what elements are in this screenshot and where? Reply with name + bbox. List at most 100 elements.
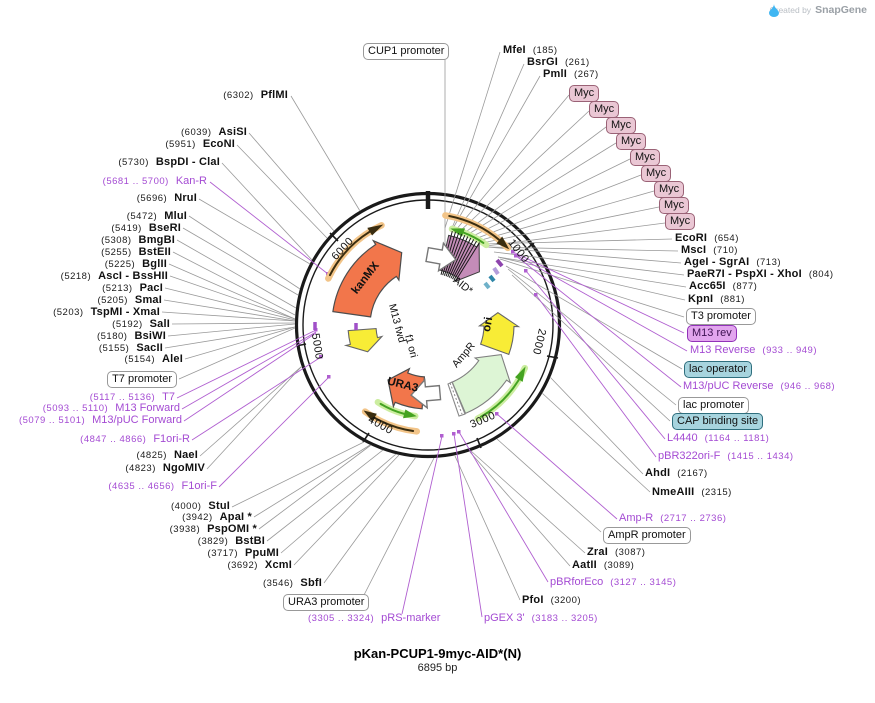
enzyme-label[interactable]: (4000) StuI	[170, 500, 230, 512]
enzyme-label[interactable]: BsrGI (261)	[527, 56, 590, 68]
enzyme-label[interactable]: EcoRI (654)	[675, 232, 739, 244]
enzyme-label[interactable]: PmlI (267)	[543, 68, 599, 80]
enzyme-label[interactable]: KpnI (881)	[688, 293, 745, 305]
enzyme-label[interactable]: MscI (710)	[681, 244, 738, 256]
enzyme-label[interactable]: (5180) BsiWI	[96, 330, 166, 342]
primer-label[interactable]: (4847 .. 4866) F1ori-R	[80, 433, 190, 445]
enzyme-label[interactable]: (5154) AleI	[124, 353, 183, 365]
enzyme-label[interactable]: (5696) NruI	[136, 192, 197, 204]
primer-label[interactable]: (5093 .. 5110) M13 Forward	[42, 402, 180, 414]
myc-tag-box[interactable]: Myc	[589, 101, 620, 118]
plasmid-ring-outer[interactable]	[294, 191, 562, 459]
enzyme-label[interactable]: (5203) TspMI - XmaI	[53, 306, 160, 318]
kanmx-arrow[interactable]	[332, 239, 403, 318]
enzyme-label[interactable]: (6039) AsiSI	[181, 126, 247, 138]
enzyme-label[interactable]: (3938) PspOMI *	[169, 523, 257, 535]
ori-label[interactable]: ori	[481, 316, 495, 333]
plasmid-name: pKan-PCUP1-9myc-AID*(N)	[353, 646, 522, 661]
enzyme-label[interactable]: (6302) PflMI	[223, 89, 288, 101]
enzyme-label[interactable]: (5205) SmaI	[97, 294, 162, 306]
enzyme-label[interactable]: (5308) BmgBI	[101, 234, 175, 246]
myc-tag-box[interactable]: Myc	[606, 117, 637, 134]
primer-label[interactable]: (4635 .. 4656) F1ori-F	[108, 480, 217, 492]
enzyme-label[interactable]: AgeI - SgrAI (713)	[684, 256, 782, 268]
tick-3000: 3000	[468, 410, 497, 431]
myc-tag-box[interactable]: Myc	[630, 149, 661, 166]
enzyme-label[interactable]: PaeR7I - PspXI - XhoI (804)	[687, 268, 834, 280]
cup1-promoter-box[interactable]: CUP1 promoter	[363, 43, 450, 60]
enzyme-label[interactable]: MfeI (185)	[503, 44, 558, 57]
primer-label[interactable]: L4440 (1164 .. 1181)	[667, 432, 770, 444]
enzyme-label[interactable]: Acc65I (877)	[689, 280, 758, 292]
enzyme-label[interactable]: (5255) BstEII	[101, 246, 171, 258]
primer-name: M13 Reverse	[690, 344, 756, 356]
enzyme-label[interactable]: ZraI (3087)	[587, 546, 646, 558]
myc-tag-box[interactable]: Myc	[654, 181, 685, 198]
m13-rev-bar	[495, 258, 504, 268]
primer-label[interactable]: (5079 .. 5101) M13/pUC Forward	[18, 414, 182, 426]
enzyme-label[interactable]: (4825) NaeI	[136, 449, 198, 461]
primer-label[interactable]: M13 Reverse (933 .. 949)	[690, 344, 817, 357]
enzyme-label[interactable]: (5155) SacII	[98, 342, 163, 354]
ampr-promoter-box[interactable]: AmpR promoter	[603, 527, 691, 544]
myc-tag-box[interactable]: Myc	[659, 197, 690, 214]
plasmid-title-block: pKan-PCUP1-9myc-AID*(N) 6895 bp	[0, 646, 875, 674]
enzyme-label[interactable]: (3829) BstBI	[197, 535, 265, 547]
primer-label[interactable]: pGEX 3' (3183 .. 3205)	[484, 612, 598, 624]
primer-label[interactable]: pBRforEco (3127 .. 3145)	[550, 576, 677, 588]
ura3-promoter-arrow[interactable]	[410, 378, 442, 410]
enzyme-label[interactable]: AhdI (2167)	[645, 467, 708, 479]
ura3-direction-band-orange	[361, 408, 421, 435]
f1ori-m13fwd-arrow[interactable]	[343, 328, 384, 353]
enzyme-label[interactable]: (5218) AscI - BssHII	[60, 270, 168, 282]
myc-tag-box[interactable]: Myc	[665, 213, 696, 230]
enzyme-label[interactable]: (3717) PpuMI	[207, 547, 279, 559]
ampr-arrow[interactable]	[451, 353, 512, 415]
enzyme-label[interactable]: (4823) NgoMIV	[125, 462, 205, 474]
enzyme-label[interactable]: (5192) SalI	[112, 318, 170, 330]
enzyme-label[interactable]: (5225) BglII	[104, 258, 167, 270]
lac-operator-bar	[488, 274, 496, 283]
ampr-direction-band-green	[474, 364, 529, 422]
t7-promoter-box[interactable]: T7 promoter	[107, 371, 177, 388]
enzyme-label[interactable]: (3692) XcmI	[227, 559, 292, 571]
f1ori-label[interactable]: f1 ori	[402, 333, 420, 359]
leader-lines-purple	[176, 181, 688, 618]
enzyme-label[interactable]: (3546) SbfI	[262, 577, 322, 589]
t3-promoter-box[interactable]: T3 promoter	[686, 308, 756, 325]
snapgene-watermark: Created by SnapGene	[769, 4, 867, 17]
lac-promoter-box[interactable]: lac promoter	[678, 397, 750, 414]
enzyme-label[interactable]: (5730) BspDI - ClaI	[118, 156, 220, 168]
cap-binding-site-box[interactable]: CAP binding site	[672, 413, 764, 430]
ampr-signal-divider	[449, 382, 463, 415]
enzyme-label[interactable]: (5213) PacI	[102, 282, 163, 294]
primer-label[interactable]: (5117 .. 5136) T7	[89, 391, 175, 403]
tick-4000: 4000	[366, 414, 395, 437]
ura3-promoter-box[interactable]: URA3 promoter	[283, 594, 370, 611]
primer-label[interactable]: pBR322ori-F (1415 .. 1434)	[658, 450, 794, 462]
myc-tag-box[interactable]: Myc	[641, 165, 672, 182]
enzyme-label[interactable]: NmeAIII (2315)	[652, 486, 732, 498]
cup1-promoter-arrow[interactable]	[425, 241, 458, 274]
enzyme-label[interactable]: (5419) BseRI	[111, 222, 181, 234]
enzyme-label[interactable]: AatII (3089)	[572, 559, 635, 571]
enzyme-label[interactable]: (5951) EcoNI	[165, 138, 235, 150]
m13puc-rev-bar	[492, 266, 500, 276]
enzyme-label[interactable]: (5472) MluI	[126, 210, 187, 222]
myc-tag-box[interactable]: Myc	[569, 85, 600, 102]
ori-arrow[interactable]	[477, 312, 521, 356]
primer-label[interactable]: M13/pUC Reverse (946 .. 968)	[683, 380, 836, 392]
enzyme-label[interactable]: PfoI (3200)	[522, 594, 582, 606]
primer-label[interactable]: (5681 .. 5700) Kan-R	[102, 175, 207, 187]
enzyme-label[interactable]: (3942) ApaI *	[182, 511, 252, 523]
primer-label[interactable]: Amp-R (2717 .. 2736)	[619, 512, 727, 524]
enzyme-pos: (185)	[532, 45, 558, 56]
m13-rev-box[interactable]: M13 rev	[687, 325, 737, 342]
primer-label[interactable]: (3305 .. 3324) pRS-marker	[308, 612, 441, 624]
myc-tag-box[interactable]: Myc	[616, 133, 647, 150]
lac-operator-box[interactable]: lac operator	[684, 361, 753, 378]
ampr-label[interactable]: AmpR	[450, 340, 478, 370]
ura3-direction-band-green	[374, 398, 419, 420]
aid-label[interactable]: AID*	[451, 274, 475, 297]
